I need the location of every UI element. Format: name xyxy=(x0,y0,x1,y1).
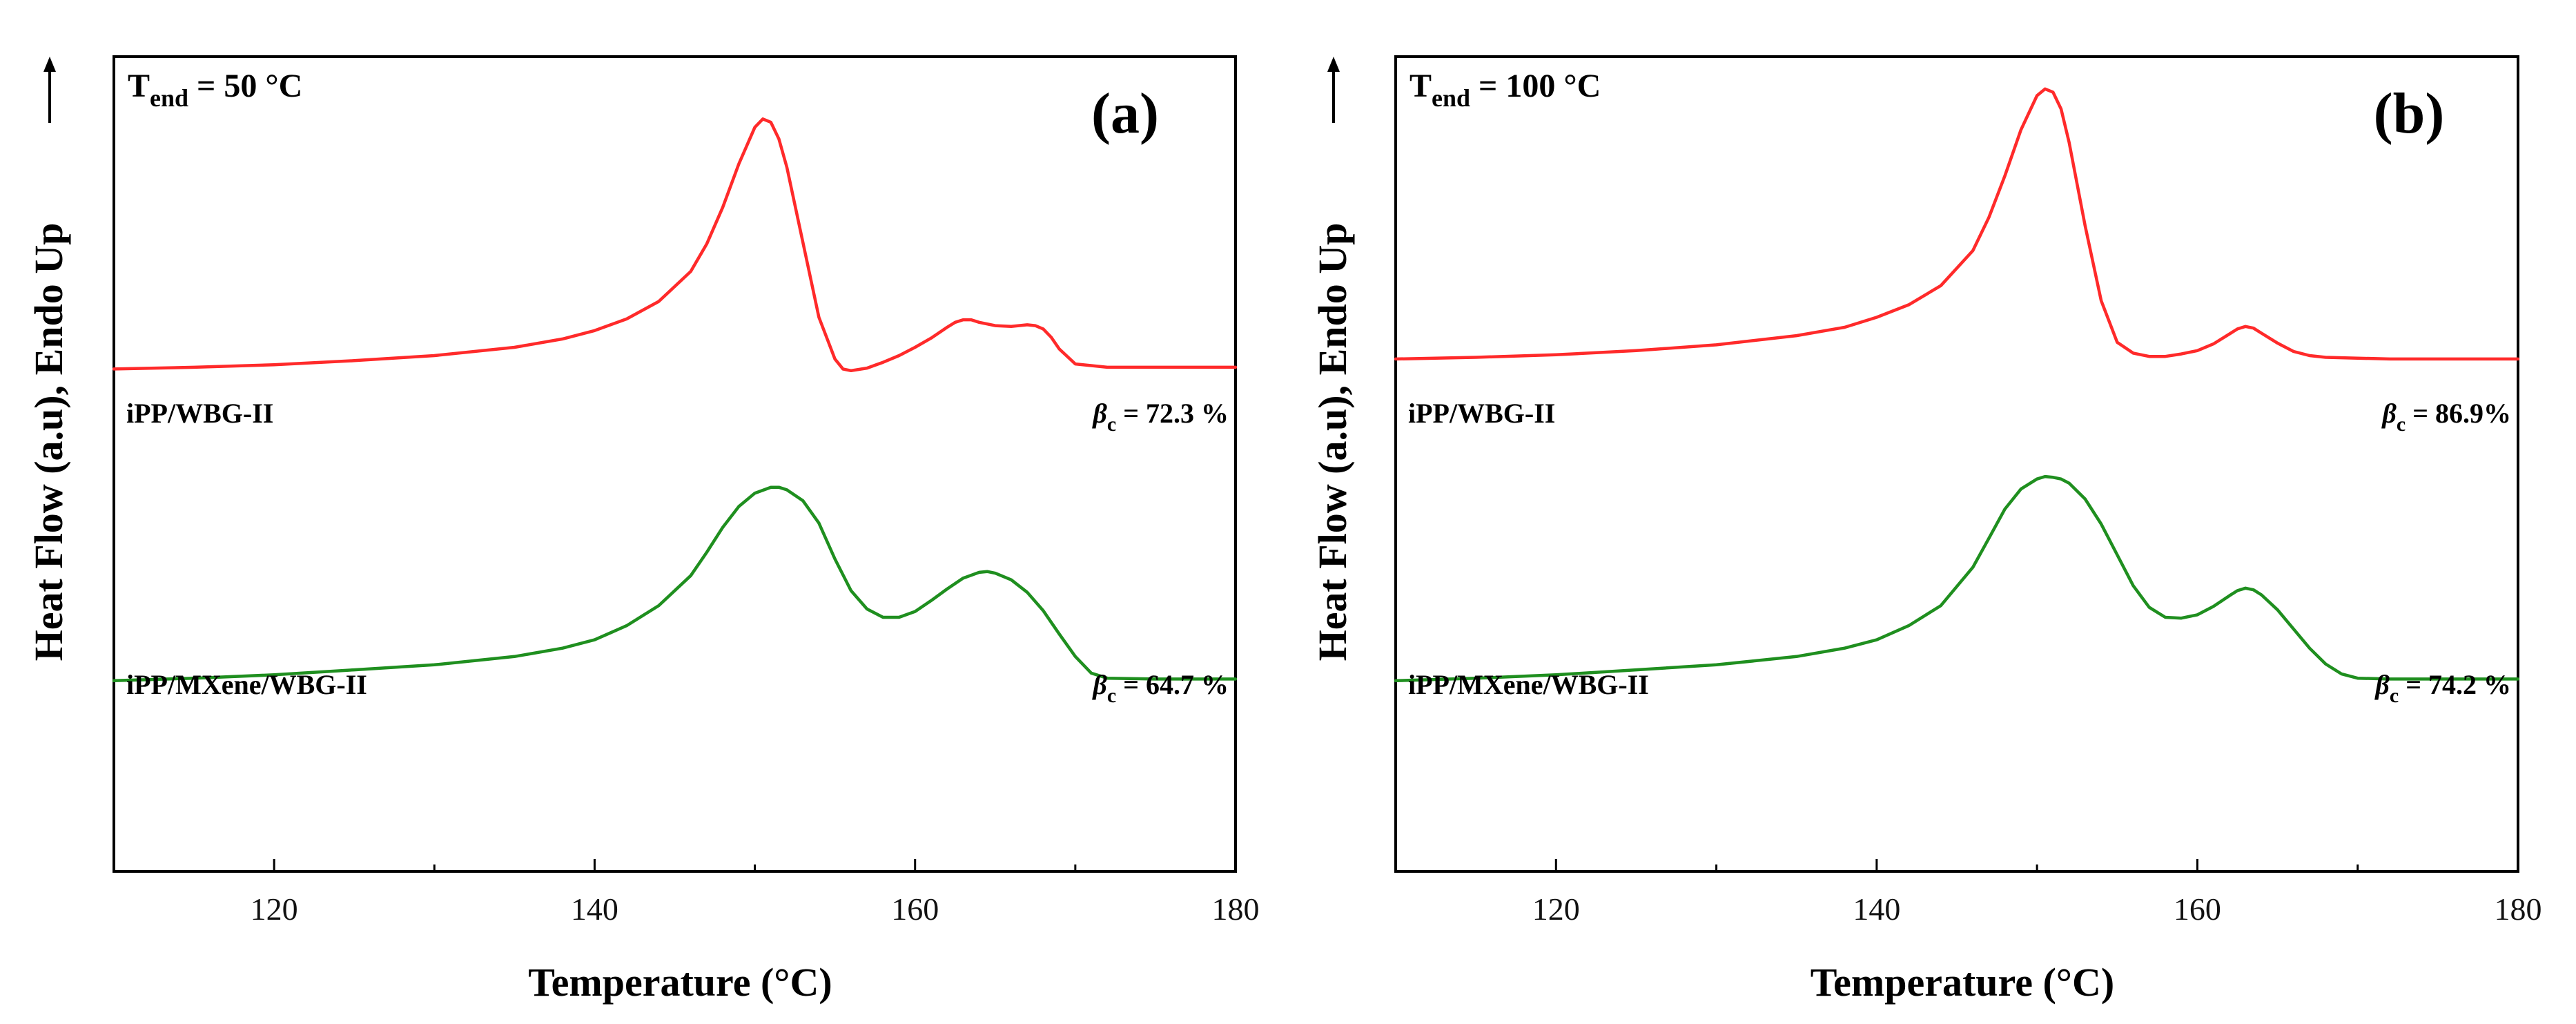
beta-symbol: β xyxy=(1091,669,1107,700)
beta-value: = 64.7 % xyxy=(1116,669,1229,700)
series-name-label: iPP/WBG-II xyxy=(1408,398,1555,429)
arrow-head-icon xyxy=(1327,57,1340,72)
beta-subscript: c xyxy=(1107,684,1116,707)
beta-value-label: βc = 74.2 % xyxy=(2374,669,2511,707)
plot-frame xyxy=(113,55,1237,873)
series-name-label: iPP/MXene/WBG-II xyxy=(1408,669,1649,700)
condition-sub: end xyxy=(150,84,188,112)
chart-panel-a: 120 140 160 180 Temperature (°C) Heat Flow (a… xyxy=(26,55,1260,1005)
beta-subscript: c xyxy=(2397,413,2406,436)
beta-value: = 72.3 % xyxy=(1116,398,1229,429)
chart-panel-b: 120 140 160 180 Temperature (°C) Heat Flow (a… xyxy=(1310,55,2542,1005)
condition-main: T xyxy=(1409,68,1432,104)
beta-value: = 74.2 % xyxy=(2399,669,2511,700)
beta-symbol: β xyxy=(1091,398,1107,429)
series-name-label: iPP/MXene/WBG-II xyxy=(126,669,367,700)
plot-frame xyxy=(1394,55,2519,873)
condition-label: Tend = 50 °C xyxy=(128,68,302,112)
beta-subscript: c xyxy=(2390,684,2399,707)
y-axis-label: Heat Flow (a.u), Endo Up xyxy=(1310,223,1355,661)
x-tick-label: 120 xyxy=(251,891,298,927)
panel-label: (a) xyxy=(1091,81,1159,146)
x-tick-label: 180 xyxy=(1212,891,1260,927)
beta-symbol: β xyxy=(2381,398,2397,429)
condition-value: = 50 °C xyxy=(188,68,302,104)
x-tick-label: 160 xyxy=(891,891,939,927)
condition-main: T xyxy=(128,68,150,104)
x-axis-label: Temperature (°C) xyxy=(528,960,832,1005)
beta-value: = 86.9% xyxy=(2406,398,2511,429)
beta-value-label: βc = 72.3 % xyxy=(1091,398,1229,436)
series-line-ipp-mxene-wbg-ii xyxy=(112,485,1238,683)
beta-subscript: c xyxy=(1107,413,1116,436)
beta-value-label: βc = 64.7 % xyxy=(1091,669,1229,707)
x-tick-label: 140 xyxy=(1853,891,1900,927)
series-line-ipp-wbg-ii xyxy=(112,117,1238,373)
y-axis-label: Heat Flow (a.u), Endo Up xyxy=(26,223,71,661)
panel-label: (b) xyxy=(2374,81,2445,146)
beta-symbol: β xyxy=(2374,669,2390,700)
condition-sub: end xyxy=(1432,84,1470,112)
condition-label: Tend = 100 °C xyxy=(1409,68,1601,112)
arrow-head-icon xyxy=(43,57,56,72)
x-axis-label: Temperature (°C) xyxy=(1811,960,2114,1005)
x-tick-label: 140 xyxy=(571,891,618,927)
series-name-label: iPP/WBG-II xyxy=(126,398,273,429)
condition-value: = 100 °C xyxy=(1470,68,1601,104)
series-line-ipp-mxene-wbg-ii xyxy=(1394,474,2520,683)
x-tick-label: 120 xyxy=(1532,891,1580,927)
x-tick-label: 160 xyxy=(2174,891,2221,927)
series-line-ipp-wbg-ii xyxy=(1394,87,2520,361)
beta-value-label: βc = 86.9% xyxy=(2381,398,2511,436)
x-tick-label: 180 xyxy=(2495,891,2542,927)
